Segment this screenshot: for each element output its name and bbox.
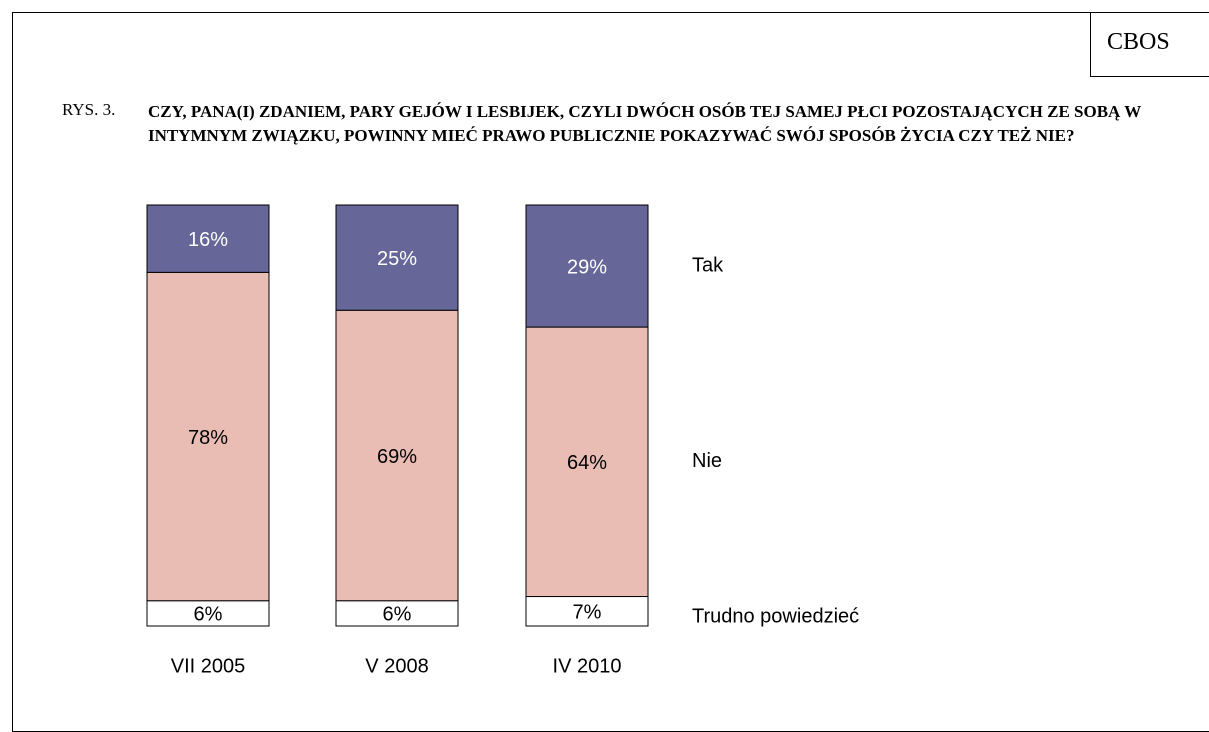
bar-segment: [525, 326, 649, 598]
x-tick-label: VII 2005: [171, 655, 246, 677]
bar-segment: [335, 600, 459, 627]
bar-segment: [335, 204, 459, 311]
legend-label: Trudno powiedzieć: [692, 606, 859, 628]
value-label: 29%: [567, 256, 607, 278]
bar-segment: [146, 204, 270, 273]
value-label: 25%: [377, 248, 417, 270]
legend-label: Tak: [692, 254, 724, 276]
value-label: 7%: [573, 602, 602, 624]
source-label: CBOS: [1090, 12, 1209, 77]
bar-segment: [335, 309, 459, 602]
chart-title: CZY, PANA(I) ZDANIEM, PARY GEJÓW I LESBI…: [148, 102, 1141, 145]
value-label: 6%: [383, 604, 412, 626]
value-label: 78%: [188, 427, 228, 449]
legend-label: Nie: [692, 450, 722, 472]
bar-segment: [146, 271, 270, 602]
value-label: 6%: [194, 604, 223, 626]
x-tick-label: V 2008: [365, 655, 428, 677]
bar-segment: [525, 204, 649, 328]
x-tick-label: IV 2010: [553, 655, 622, 677]
value-label: 16%: [188, 229, 228, 251]
figure-number: RYS. 3.: [62, 100, 116, 119]
value-label: 64%: [567, 452, 607, 474]
bar-segment: [525, 596, 649, 627]
value-label: 69%: [377, 446, 417, 468]
